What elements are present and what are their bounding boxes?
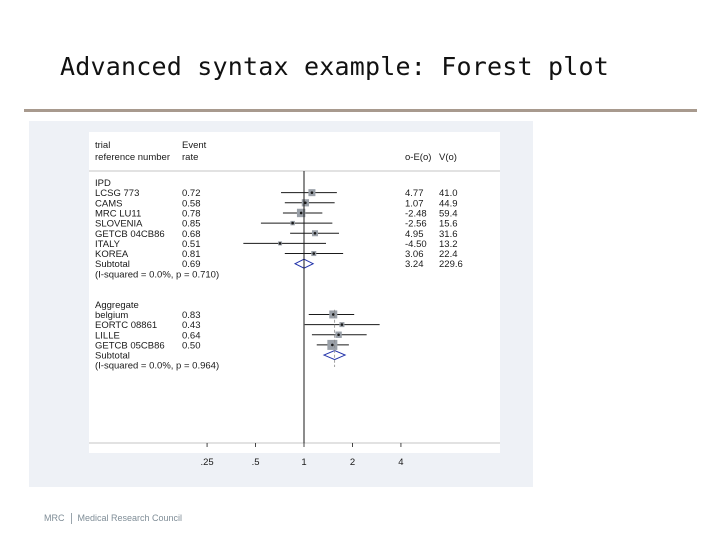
- x-tick-label: .25: [200, 457, 213, 468]
- point-estimate: [278, 242, 282, 245]
- trial-label: GETCB 05CB86: [95, 340, 165, 351]
- heterogeneity-stat: (I-squared = 0.0%, p = 0.710): [95, 269, 219, 280]
- point-estimate: [312, 252, 316, 255]
- trial-event-rate: 0.81: [182, 249, 201, 260]
- header-trial: trial: [95, 140, 110, 151]
- footer-mark: MRC: [44, 513, 65, 523]
- x-tick-label: 4: [398, 457, 403, 468]
- trial-label: LCSG 773: [95, 188, 139, 199]
- group-label: IPD: [95, 178, 111, 189]
- x-tick-label: 1: [301, 457, 306, 468]
- trial-variance: 41.0: [439, 188, 458, 199]
- trial-event-rate: 0.78: [182, 208, 201, 219]
- point-estimate: [310, 191, 314, 194]
- subtotal-label: Subtotal: [95, 351, 130, 362]
- x-tick-label: .5: [252, 457, 260, 468]
- forest-plot-panel: trial reference number Event rate o-E(o) V(o)…: [29, 121, 533, 487]
- trial-event-rate: 0.43: [182, 320, 201, 331]
- trial-label: LILLE: [95, 330, 120, 341]
- trial-o-e: -2.56: [405, 219, 427, 230]
- slide-title: Advanced syntax example: Forest plot: [60, 52, 610, 81]
- trial-event-rate: 0.51: [182, 239, 201, 250]
- trial-variance: 44.9: [439, 198, 458, 209]
- point-estimate: [304, 201, 307, 205]
- trial-event-rate: 0.72: [182, 188, 201, 199]
- trial-event-rate: 0.83: [182, 310, 201, 321]
- header-rate: rate: [182, 152, 198, 163]
- trial-label: belgium: [95, 310, 128, 321]
- trial-event-rate: 0.50: [182, 340, 201, 351]
- header-reference-number: reference number: [95, 152, 170, 163]
- subtotal-event-rate: 0.69: [182, 259, 201, 270]
- trial-label: EORTC 08861: [95, 320, 157, 331]
- heterogeneity-stat: (I-squared = 0.0%, p = 0.964): [95, 361, 219, 372]
- trial-event-rate: 0.64: [182, 330, 201, 341]
- trial-label: KOREA: [95, 249, 129, 260]
- x-tick-label: 2: [350, 457, 355, 468]
- point-estimate: [331, 343, 334, 347]
- header-o-e: o-E(o): [405, 152, 431, 163]
- trial-variance: 22.4: [439, 249, 458, 260]
- point-estimate: [313, 231, 317, 235]
- trial-event-rate: 0.58: [182, 198, 201, 209]
- trial-event-rate: 0.85: [182, 219, 201, 230]
- subtotal-variance: 229.6: [439, 259, 463, 270]
- trial-label: SLOVENIA: [95, 219, 143, 230]
- group-label: Aggregate: [95, 300, 139, 311]
- title-divider: [24, 109, 697, 112]
- trial-o-e: 4.77: [405, 188, 424, 199]
- trial-label: MRC LU11: [95, 208, 141, 219]
- trial-o-e: -2.48: [405, 208, 427, 219]
- subtotal-o-e: 3.24: [405, 259, 424, 270]
- trial-variance: 15.6: [439, 219, 458, 230]
- header-variance: V(o): [439, 152, 457, 163]
- trial-label: ITALY: [95, 239, 121, 250]
- trial-label: CAMS: [95, 198, 122, 209]
- plot-area: [89, 132, 500, 453]
- footer-org-name: Medical Research Council: [77, 513, 183, 523]
- subtotal-diamond: [322, 350, 347, 361]
- trial-variance: 31.6: [439, 229, 458, 240]
- trial-o-e: 4.95: [405, 229, 424, 240]
- trial-label: GETCB 04CB86: [95, 229, 165, 240]
- point-estimate: [291, 221, 294, 225]
- trial-o-e: 3.06: [405, 249, 424, 260]
- trial-variance: 59.4: [439, 208, 458, 219]
- trial-variance: 13.2: [439, 239, 458, 250]
- subtotal-diamond: [293, 258, 315, 269]
- header-event: Event: [182, 140, 207, 151]
- footer-logo: MRC Medical Research Council: [44, 513, 183, 525]
- trial-event-rate: 0.68: [182, 229, 201, 240]
- point-estimate: [337, 333, 340, 337]
- subtotal-label: Subtotal: [95, 259, 130, 270]
- point-estimate: [299, 211, 303, 215]
- trial-o-e: 1.07: [405, 198, 424, 209]
- point-estimate: [340, 323, 344, 326]
- footer-separator: [70, 513, 72, 525]
- trial-o-e: -4.50: [405, 239, 427, 250]
- point-estimate: [331, 313, 335, 316]
